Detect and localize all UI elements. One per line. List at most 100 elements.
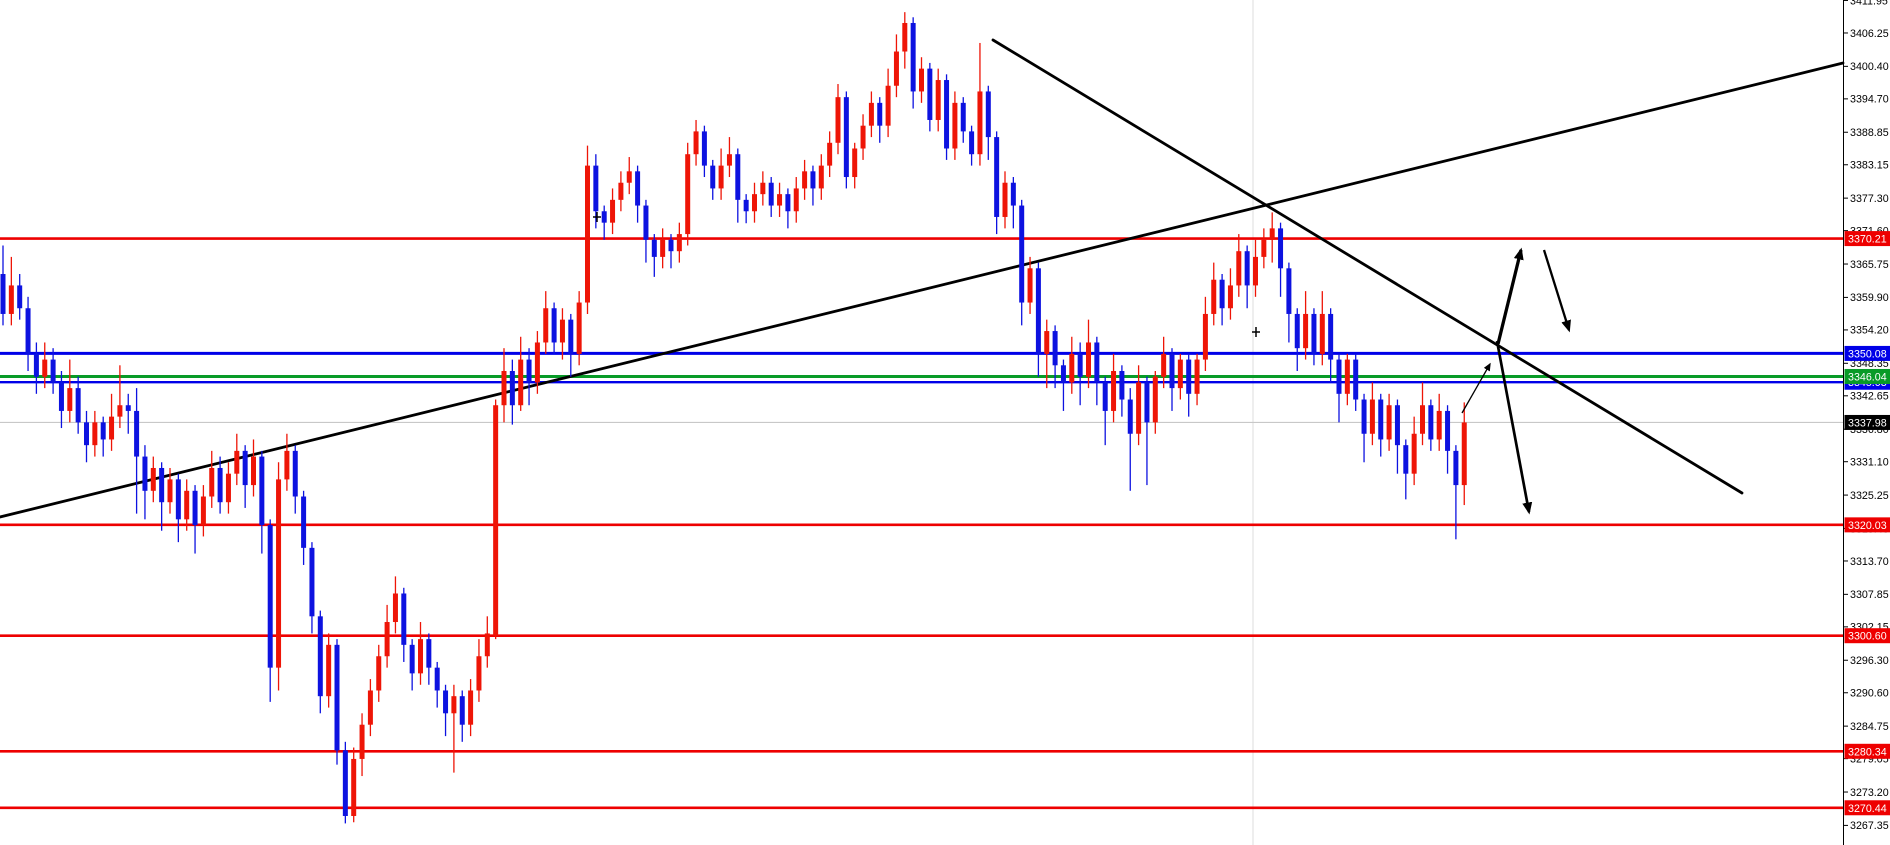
candle xyxy=(1019,205,1025,303)
candle xyxy=(1353,359,1359,400)
candle xyxy=(668,239,674,252)
long-down-arrow[interactable] xyxy=(1495,340,1533,515)
candle xyxy=(743,199,749,212)
down-right-arrow[interactable] xyxy=(1542,249,1571,333)
horizontal-level-lines[interactable] xyxy=(0,237,1843,810)
candle xyxy=(860,125,866,149)
candle xyxy=(1069,353,1075,383)
candle xyxy=(292,450,298,497)
candle xyxy=(1378,399,1384,440)
price-tick-label: 3388.85 xyxy=(1850,127,1889,139)
candle xyxy=(1286,268,1292,314)
candle xyxy=(1094,342,1100,383)
price-axis-labels: 3370.213350.083345.033346.043320.033300.… xyxy=(1844,231,1890,816)
candle xyxy=(401,593,407,645)
candle xyxy=(134,410,140,457)
candle xyxy=(635,171,641,206)
price-level-label-text: 3300.60 xyxy=(1848,631,1887,643)
candle xyxy=(935,80,941,120)
candle xyxy=(568,319,574,354)
candle xyxy=(902,22,908,52)
candle xyxy=(1169,353,1175,389)
price-tick-label: 3377.30 xyxy=(1850,193,1889,205)
candle xyxy=(242,450,248,486)
price-tick-label: 3400.40 xyxy=(1850,61,1889,73)
candle xyxy=(1461,422,1467,486)
candle xyxy=(1269,228,1275,240)
candle xyxy=(693,131,699,155)
ascending-trendline[interactable] xyxy=(0,61,1845,519)
trendlines[interactable] xyxy=(0,38,1845,519)
thick-up-arrow[interactable] xyxy=(1496,247,1524,345)
candle xyxy=(1411,433,1417,474)
price-tick-label: 3267.35 xyxy=(1850,820,1889,832)
candle xyxy=(351,758,357,816)
candle xyxy=(92,422,98,446)
candle xyxy=(760,182,766,195)
candle xyxy=(1420,405,1425,434)
price-tick-label: 3325.25 xyxy=(1850,490,1889,502)
candle xyxy=(217,467,223,503)
candle xyxy=(768,182,774,206)
price-level-label xyxy=(1844,800,1890,816)
candle xyxy=(1227,285,1233,309)
candle xyxy=(818,165,824,189)
candle xyxy=(585,165,590,303)
price-level-label-text: 3280.34 xyxy=(1848,746,1887,758)
candle xyxy=(0,274,6,314)
candle xyxy=(852,148,858,178)
candle xyxy=(1369,399,1375,434)
candle xyxy=(501,370,507,406)
candle xyxy=(109,416,115,440)
candle xyxy=(1044,331,1050,354)
candle xyxy=(576,302,582,354)
candle xyxy=(1261,239,1267,257)
price-tick-label: 3307.85 xyxy=(1850,589,1889,601)
candle xyxy=(301,496,307,548)
candle xyxy=(1386,405,1392,440)
candle xyxy=(843,97,849,178)
candle xyxy=(676,234,682,252)
candle xyxy=(384,622,390,657)
thin-up-arrow[interactable] xyxy=(1461,362,1491,414)
candle xyxy=(1219,279,1225,309)
candle xyxy=(1152,376,1158,423)
candle xyxy=(67,388,73,411)
price-tick-label: 3284.75 xyxy=(1850,721,1889,733)
candle xyxy=(117,405,123,417)
price-tick-label: 3411.95 xyxy=(1850,0,1888,7)
price-level-label xyxy=(1844,628,1890,644)
candle xyxy=(1035,268,1041,354)
candle xyxy=(735,154,741,200)
candle xyxy=(1453,450,1459,486)
candle xyxy=(33,353,39,377)
price-tick-label: 3296.30 xyxy=(1850,655,1889,667)
candle xyxy=(1403,445,1409,474)
candle xyxy=(409,644,415,674)
candle xyxy=(810,171,816,189)
candle xyxy=(543,308,549,343)
candle xyxy=(342,750,348,816)
price-tick-label: 3313.70 xyxy=(1850,556,1889,568)
candle xyxy=(777,194,783,206)
descending-trendline[interactable] xyxy=(991,38,1744,495)
candle xyxy=(251,456,256,486)
candle xyxy=(1111,370,1117,411)
candle xyxy=(225,473,231,503)
annotation-arrows[interactable] xyxy=(1461,247,1571,515)
candle xyxy=(701,131,707,166)
candle xyxy=(484,633,490,657)
candle xyxy=(944,80,950,149)
candle xyxy=(785,194,791,212)
candle xyxy=(518,359,524,406)
candle xyxy=(985,91,991,138)
candle xyxy=(359,724,365,759)
candle xyxy=(626,171,632,183)
candle xyxy=(1060,365,1066,383)
candle xyxy=(1445,410,1451,451)
price-axis[interactable]: 3411.95 3406.25 3400.40 3394.70 3388.85 3383.… xyxy=(1843,0,1889,845)
candle xyxy=(893,51,899,86)
candle xyxy=(1177,359,1183,389)
